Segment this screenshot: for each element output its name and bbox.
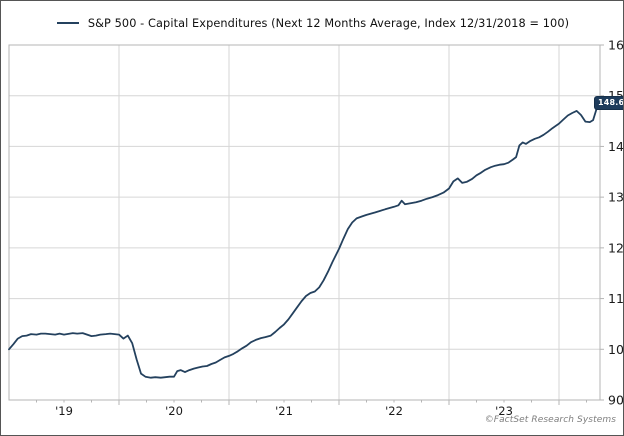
capex-index-line — [8, 101, 602, 379]
y-tick-label: 110 — [608, 291, 624, 306]
legend-line-swatch — [56, 21, 79, 25]
plot-border — [8, 44, 601, 401]
x-tick-label: '22 — [385, 404, 403, 418]
legend: S&P 500 - Capital Expenditures (Next 12 … — [1, 14, 623, 32]
y-tick-label: 130 — [608, 190, 624, 205]
y-tick-label: 120 — [608, 240, 624, 255]
y-tick-label: 140 — [608, 139, 624, 154]
legend-label: S&P 500 - Capital Expenditures (Next 12 … — [87, 16, 570, 30]
x-tick-label: '19 — [55, 404, 73, 418]
source-credit: ©FactSet Research Systems — [484, 415, 616, 425]
x-tick-label: '20 — [165, 404, 183, 418]
x-tick-label: '21 — [275, 404, 293, 418]
x-tick-label: '23 — [495, 404, 513, 418]
y-tick-label: 160 — [608, 38, 624, 53]
last-value-badge: 148.63 — [595, 96, 623, 109]
y-tick-label: 100 — [608, 342, 624, 357]
y-tick-label: 90 — [608, 393, 624, 408]
